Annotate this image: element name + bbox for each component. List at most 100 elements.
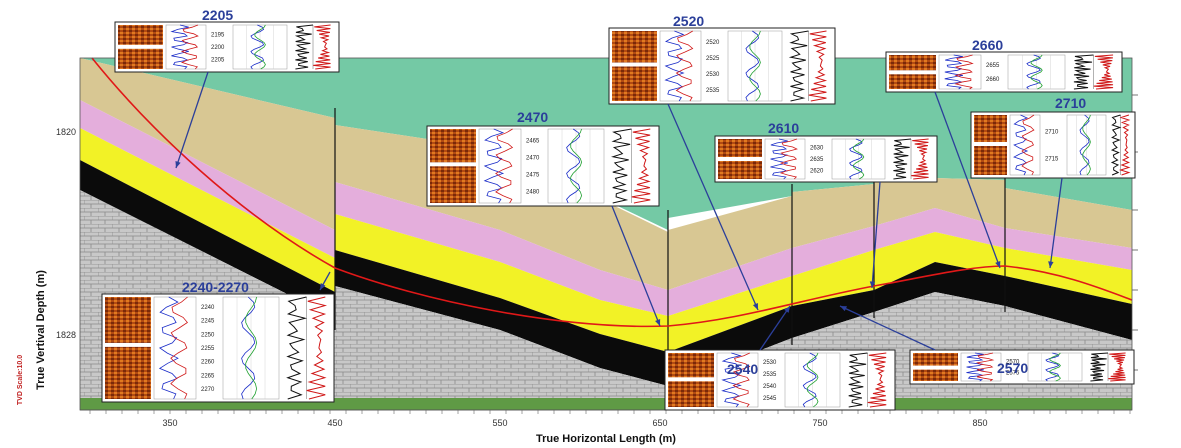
depth-label: 2200	[211, 45, 225, 51]
log-curve	[1045, 352, 1060, 382]
depth-label: 2710	[1045, 130, 1059, 136]
well-label: 2540	[727, 361, 758, 377]
log-curve	[241, 296, 256, 400]
layer-yellow	[80, 128, 1132, 352]
layer-brick	[80, 190, 1132, 398]
log-curve	[944, 54, 964, 90]
tvd-scale-label: TVD Scale:10.0	[17, 355, 24, 405]
log-curve	[313, 24, 331, 70]
log-inset-panel: 2240 2245 2250 2255 2260 2265 2270	[101, 293, 335, 403]
depth-label: 2240	[201, 305, 215, 311]
pointer-arrow	[934, 91, 1001, 269]
log-inset-panel: 2520 2525 2530 2535	[608, 27, 836, 105]
log-curve	[306, 296, 328, 400]
log-curve	[1026, 54, 1041, 90]
pointer-arrow	[319, 271, 331, 291]
x-tick-label: 550	[492, 418, 507, 428]
well-arrows	[175, 71, 1063, 351]
depth-label: 2535	[763, 372, 777, 378]
log-curve	[802, 352, 817, 408]
depth-label: 2715	[1045, 157, 1059, 163]
log-inset-panel: 2195 2200 2205	[114, 21, 340, 73]
log-curve	[966, 352, 984, 382]
depth-label: 2480	[526, 190, 540, 196]
log-curve	[664, 30, 685, 102]
depth-label: 2570	[1006, 360, 1020, 366]
log-curve	[867, 352, 887, 408]
log-curve	[779, 138, 798, 180]
log-curve	[1118, 114, 1131, 176]
log-curve	[294, 24, 314, 70]
well-label: 2570	[997, 360, 1028, 376]
log-curve	[245, 296, 258, 400]
depth-label: 2530	[706, 72, 720, 78]
log-curve	[1030, 54, 1043, 90]
log-curve	[180, 24, 199, 70]
log-curve	[675, 30, 694, 102]
layer-black	[80, 160, 1132, 386]
depth-label: 2265	[201, 373, 215, 379]
x-axis: 350 450 550 650 750 850 True Horizontal …	[80, 409, 1132, 445]
log-inset-panel: 2630 2635 2620	[714, 135, 938, 183]
log-curve	[788, 30, 809, 102]
depth-label: 2630	[810, 146, 824, 152]
log-curve	[286, 296, 308, 400]
well-label: 2610	[768, 120, 799, 136]
log-curve	[566, 128, 581, 204]
log-curve	[976, 352, 995, 382]
y-tick-label: 1828	[56, 330, 76, 340]
log-curve	[848, 352, 868, 408]
x-tick-label: 450	[327, 418, 342, 428]
pointer-arrow	[611, 205, 661, 327]
depth-label: 2540	[763, 384, 777, 390]
depth-label: 2260	[201, 360, 215, 366]
depth-label: 2270	[201, 387, 215, 393]
well-path	[91, 57, 1133, 328]
pointer-arrow	[175, 71, 209, 169]
log-curve	[893, 138, 912, 180]
well-label: 2520	[673, 13, 704, 29]
depth-label: 2195	[211, 32, 225, 38]
log-curve	[254, 24, 266, 70]
log-inset-panel: 2570 2575	[909, 349, 1135, 385]
log-curve	[1108, 352, 1126, 382]
log-curve	[770, 138, 789, 180]
log-inset-panel: 2530 2535 2540 2545	[664, 349, 896, 411]
well-log-insets: 2195 2200 2205 2240 2245 2250 2255 2260 2265 2270…	[101, 21, 1136, 411]
log-curve	[611, 128, 632, 204]
log-curve	[911, 138, 929, 180]
layer-pink	[80, 100, 1132, 316]
pointer-arrow	[869, 181, 881, 289]
well-label: 2205	[202, 7, 233, 23]
log-curve	[806, 352, 819, 408]
x-axis-title: True Horizontal Length (m)	[536, 433, 676, 445]
log-curve	[170, 296, 188, 400]
x-tick-label: 350	[162, 418, 177, 428]
well-label: 2240-2270	[182, 279, 249, 295]
depth-label: 2205	[211, 58, 225, 64]
pointer-arrow	[1048, 177, 1063, 269]
depth-label: 2620	[810, 168, 824, 174]
log-curve	[631, 128, 651, 204]
log-curve	[170, 24, 190, 70]
depth-label: 2545	[763, 396, 777, 402]
log-curve	[745, 30, 760, 102]
depth-label: 2530	[763, 360, 777, 366]
log-curve	[849, 138, 863, 180]
x-tick-label: 650	[652, 418, 667, 428]
log-curve	[1049, 352, 1061, 382]
log-curve	[1073, 54, 1094, 90]
log-curve	[1021, 114, 1035, 176]
depth-label: 2535	[706, 88, 720, 94]
y-tick-label: 1820	[56, 127, 76, 137]
pointer-arrow	[839, 305, 936, 351]
depth-label: 2250	[201, 332, 215, 338]
depth-label: 2660	[986, 77, 1000, 83]
log-curve	[1079, 114, 1090, 176]
depth-label: 2465	[526, 139, 540, 145]
well-labels: 2205 2240-2270 2470 2520 2540 2610 2660 …	[182, 7, 1086, 377]
depth-label: 2255	[201, 346, 215, 352]
pointer-arrow	[667, 103, 759, 311]
log-curve	[808, 30, 828, 102]
log-curve	[483, 128, 505, 204]
